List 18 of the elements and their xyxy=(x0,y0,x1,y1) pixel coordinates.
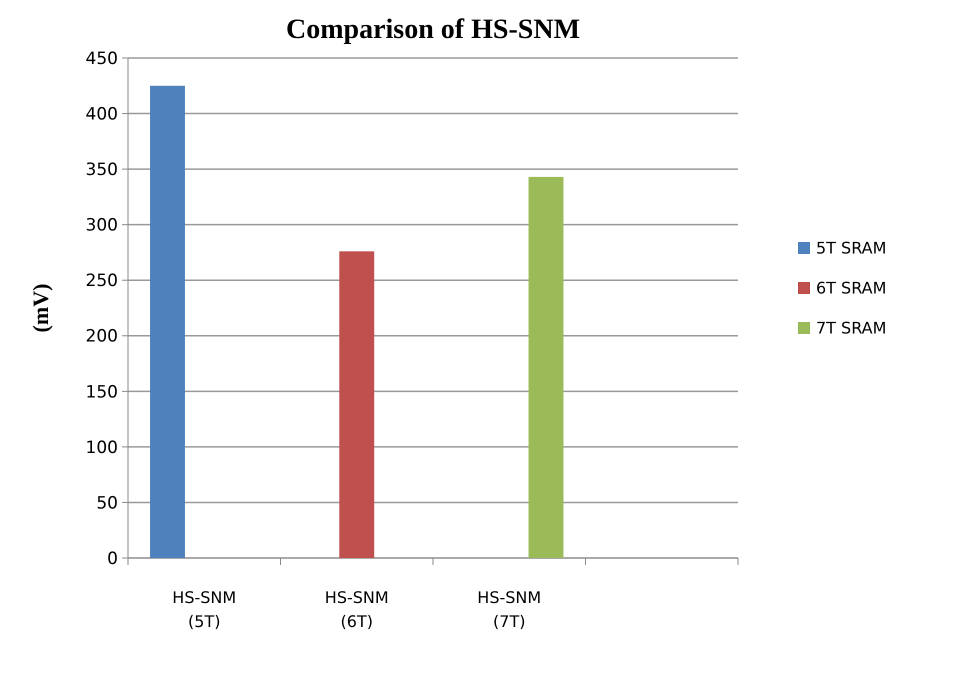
legend-label: 6T SRAM xyxy=(816,278,886,298)
y-tick-label: 0 xyxy=(107,548,118,569)
y-tick-label: 400 xyxy=(86,104,118,125)
x-tick-label: HS-SNM (7T) xyxy=(477,588,542,631)
y-tick-label: 200 xyxy=(86,326,118,347)
y-tick-label: 300 xyxy=(86,216,118,236)
y-axis-title: (mV) xyxy=(28,284,53,332)
y-tick-label: 350 xyxy=(86,160,118,180)
legend-label: 5T SRAM xyxy=(816,238,886,258)
y-tick-label: 450 xyxy=(86,48,118,69)
y-tick-label: 50 xyxy=(96,493,118,514)
legend-label: 7T SRAM xyxy=(816,318,886,338)
y-tick-label: 100 xyxy=(86,438,118,458)
x-tick-label: HS-SNM (6T) xyxy=(324,588,389,631)
y-tick-label: 250 xyxy=(86,271,118,292)
x-tick-label: HS-SNM (5T) xyxy=(172,588,236,631)
y-tick-label: 150 xyxy=(86,382,118,402)
chart-title: Comparison of HS-SNM xyxy=(286,14,580,45)
